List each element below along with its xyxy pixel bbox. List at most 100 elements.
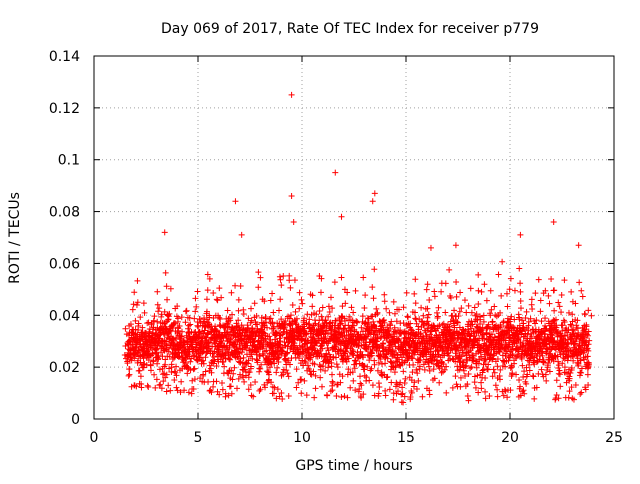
data-point <box>583 331 590 338</box>
data-point <box>266 315 273 322</box>
data-point <box>200 360 207 367</box>
data-point <box>395 306 402 313</box>
data-point <box>574 317 581 324</box>
data-point <box>171 376 178 383</box>
data-point <box>334 364 341 371</box>
data-point <box>347 327 354 334</box>
data-point <box>154 301 161 308</box>
data-point <box>507 387 514 394</box>
data-point <box>350 333 357 340</box>
data-point <box>561 277 568 284</box>
data-point <box>307 291 314 298</box>
data-point <box>329 371 336 378</box>
data-point <box>317 374 324 381</box>
data-point <box>455 332 462 339</box>
data-point <box>337 379 344 386</box>
data-point <box>173 349 180 356</box>
data-point <box>433 336 440 343</box>
data-point <box>390 331 397 338</box>
data-point <box>171 368 178 375</box>
data-point <box>185 389 192 396</box>
data-point <box>299 300 306 307</box>
data-point <box>206 345 212 352</box>
data-point <box>147 367 154 374</box>
data-point <box>576 279 583 286</box>
data-point <box>460 367 467 374</box>
data-point <box>364 363 371 370</box>
data-point <box>240 310 247 317</box>
data-point <box>158 311 165 318</box>
data-point <box>358 382 365 389</box>
data-point <box>126 338 133 345</box>
data-point <box>204 331 211 338</box>
data-point <box>235 375 242 382</box>
data-point <box>339 373 346 380</box>
data-point <box>278 390 285 397</box>
data-point <box>561 319 568 326</box>
data-point <box>575 242 582 249</box>
data-point <box>175 315 182 322</box>
data-point <box>370 295 377 302</box>
data-point <box>163 371 170 378</box>
data-point <box>522 315 529 322</box>
data-point <box>144 320 151 327</box>
data-point <box>373 305 380 312</box>
data-point <box>200 357 207 364</box>
data-point <box>529 372 536 379</box>
data-point <box>463 309 470 316</box>
data-point <box>544 362 551 369</box>
data-point <box>523 308 530 315</box>
data-point <box>500 392 507 399</box>
data-point <box>208 389 215 396</box>
data-point <box>339 313 346 320</box>
data-point <box>383 374 390 381</box>
data-point <box>123 331 130 338</box>
data-point <box>221 363 228 370</box>
data-point <box>401 334 408 341</box>
data-point <box>562 348 569 355</box>
data-point <box>575 361 582 368</box>
data-point <box>144 351 151 358</box>
data-point <box>491 369 498 376</box>
data-point <box>126 371 133 378</box>
data-point <box>234 323 241 330</box>
data-point <box>568 335 575 342</box>
data-point <box>322 367 329 374</box>
data-point <box>407 320 414 327</box>
data-point <box>301 377 308 384</box>
data-point <box>198 338 205 345</box>
data-point <box>176 322 183 329</box>
data-point <box>368 352 375 359</box>
data-point <box>546 368 553 375</box>
data-point <box>154 318 161 325</box>
data-point <box>304 362 311 369</box>
data-point <box>299 323 306 330</box>
data-point <box>371 392 378 399</box>
data-point <box>224 307 231 314</box>
data-point <box>449 355 456 362</box>
y-axis-label: ROTI / TECUs <box>7 192 23 284</box>
data-point <box>162 323 169 330</box>
data-point <box>234 385 241 392</box>
data-point <box>544 367 551 373</box>
data-point <box>502 363 509 370</box>
data-point <box>329 387 336 394</box>
data-point <box>491 303 498 310</box>
y-tick-label: 0.06 <box>49 256 80 272</box>
data-point <box>162 269 169 276</box>
data-point <box>289 301 296 308</box>
data-point <box>579 293 586 300</box>
data-point <box>421 320 428 327</box>
data-point <box>543 377 550 384</box>
data-point <box>307 333 314 340</box>
data-point <box>518 355 525 362</box>
data-point <box>426 391 433 398</box>
data-point <box>293 366 300 373</box>
data-point <box>155 308 162 315</box>
data-point <box>197 375 204 382</box>
data-point <box>481 281 488 288</box>
data-point <box>517 383 524 390</box>
data-point <box>561 364 568 371</box>
data-point <box>308 371 315 378</box>
data-point <box>278 316 285 323</box>
